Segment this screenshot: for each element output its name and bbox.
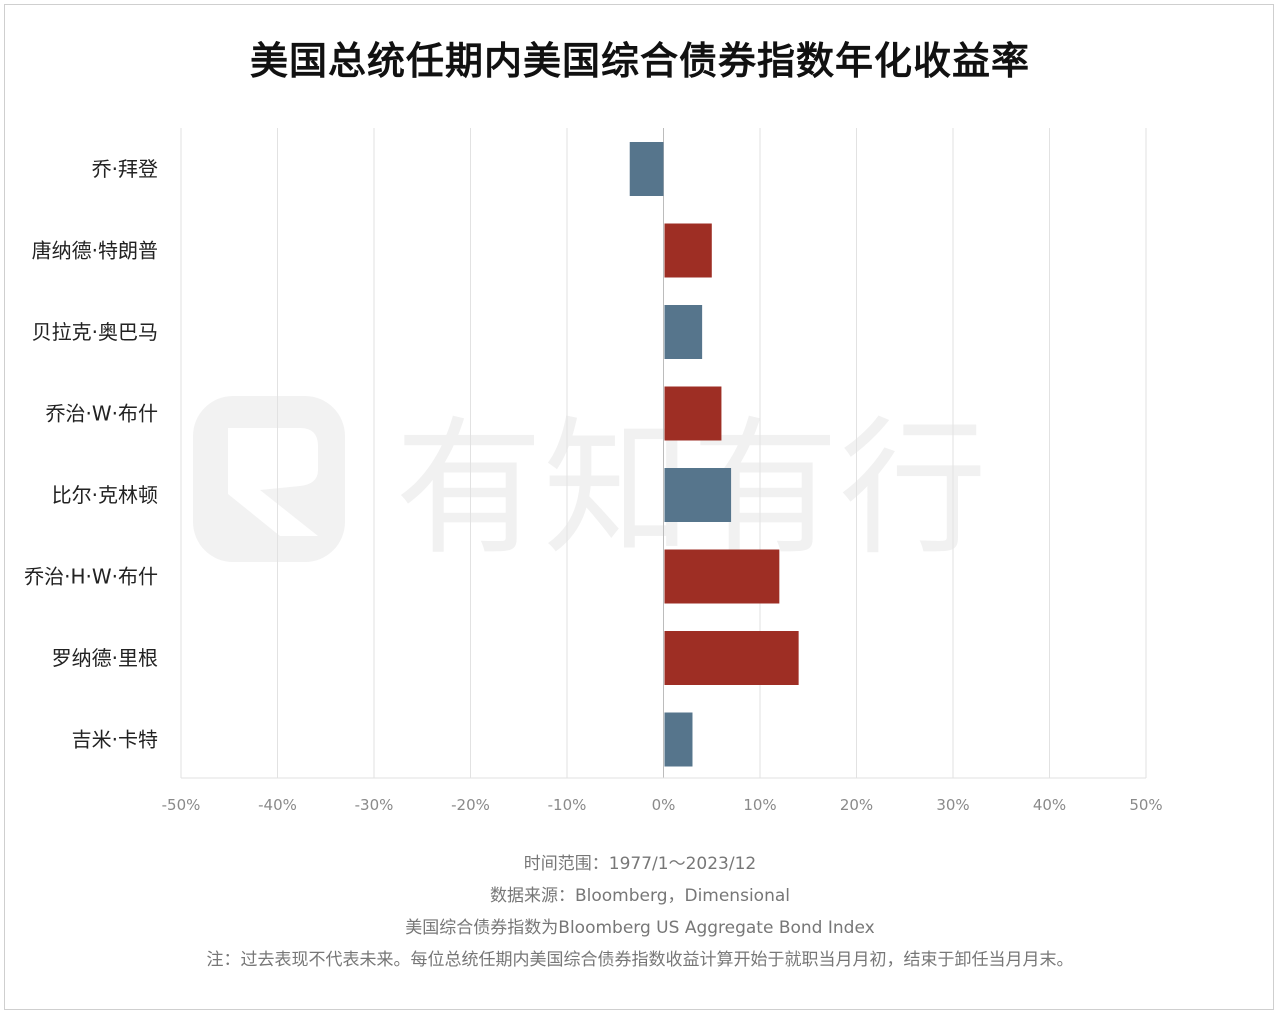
category-label-5: 乔治·H·W·布什 — [24, 565, 158, 589]
category-label-1: 唐纳德·特朗普 — [32, 239, 158, 263]
bar-3 — [664, 386, 722, 441]
bar-6 — [664, 631, 799, 685]
bar-0 — [629, 142, 664, 196]
x-tick-label-6: 10% — [743, 796, 776, 814]
x-tick-label-3: -20% — [451, 796, 490, 814]
footer-time-range: 时间范围：1977/1～2023/12 — [523, 854, 757, 874]
chart-title: 美国总统任期内美国综合债券指数年化收益率 — [249, 39, 1030, 83]
category-label-6: 罗纳德·里根 — [52, 646, 158, 670]
category-label-3: 乔治·W·布什 — [46, 402, 159, 426]
bar-2 — [664, 305, 703, 359]
x-tick-label-5: 0% — [652, 796, 676, 814]
bar-7 — [664, 712, 693, 767]
chart-footer: 时间范围：1977/1～2023/12 数据来源：Bloomberg，Dimen… — [0, 848, 1280, 976]
x-tick-label-8: 30% — [936, 796, 969, 814]
x-tick-label-9: 40% — [1033, 796, 1066, 814]
category-labels: 乔·拜登唐纳德·特朗普贝拉克·奥巴马乔治·W·布什比尔·克林顿乔治·H·W·布什… — [24, 157, 158, 752]
chart-bars — [629, 142, 799, 767]
watermark-logo-icon — [193, 396, 345, 562]
chart-gridlines — [180, 128, 1147, 778]
x-tick-label-7: 20% — [840, 796, 873, 814]
category-label-4: 比尔·克林顿 — [52, 483, 158, 507]
footer-disclaimer: 注：过去表现不代表未来。每位总统任期内美国综合债券指数收益计算开始于就职当月月初… — [206, 950, 1074, 970]
footer-index-note: 美国综合债券指数为Bloomberg US Aggregate Bond Ind… — [405, 918, 875, 938]
footer-data-source: 数据来源：Bloomberg，Dimensional — [490, 886, 790, 906]
x-tick-label-0: -50% — [162, 796, 201, 814]
x-tick-label-10: 50% — [1129, 796, 1162, 814]
category-label-0: 乔·拜登 — [92, 157, 158, 181]
watermark: 有知有行 — [193, 396, 987, 575]
bar-5 — [664, 549, 780, 604]
bar-4 — [664, 468, 732, 522]
x-tick-labels: -50% -40% -30% -20% -10% 0% 10% 20% 30% 40% 50% — [162, 796, 1163, 814]
category-label-7: 吉米·卡特 — [72, 728, 158, 752]
category-label-2: 贝拉克·奥巴马 — [32, 320, 158, 344]
bar-1 — [664, 223, 712, 278]
x-tick-label-2: -30% — [355, 796, 394, 814]
x-tick-label-1: -40% — [258, 796, 297, 814]
x-tick-label-4: -10% — [548, 796, 587, 814]
